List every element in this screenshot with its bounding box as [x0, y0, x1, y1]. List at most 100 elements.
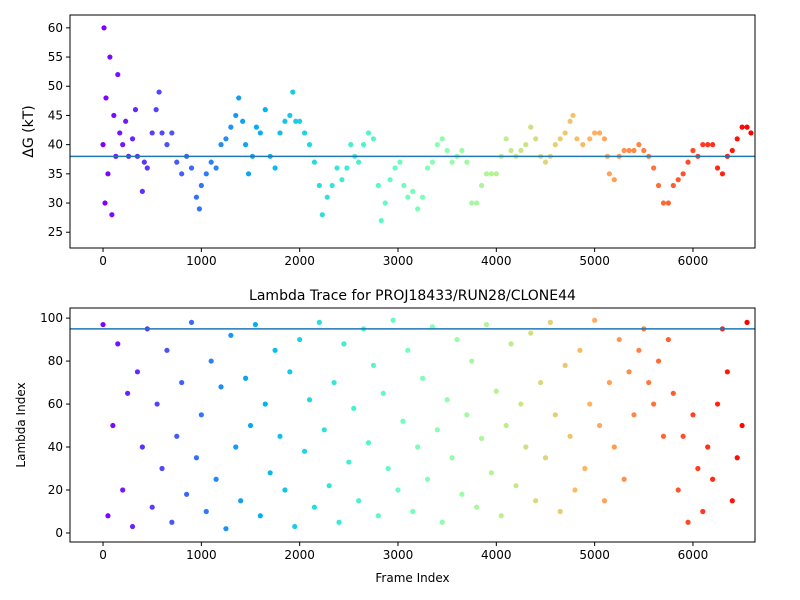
point	[660, 200, 667, 206]
point	[464, 159, 470, 165]
point	[601, 498, 608, 504]
point	[196, 206, 202, 212]
point	[405, 194, 411, 200]
point	[651, 401, 657, 407]
point	[680, 433, 686, 439]
point	[375, 513, 381, 519]
point	[596, 130, 603, 136]
point	[348, 142, 354, 148]
point	[102, 200, 108, 206]
point	[111, 112, 117, 119]
x-axis-label: Frame Index	[375, 571, 449, 585]
point	[169, 130, 175, 136]
point	[370, 136, 377, 142]
point	[103, 95, 109, 101]
point	[326, 483, 332, 489]
point	[110, 422, 116, 429]
point	[401, 182, 407, 189]
point	[655, 182, 662, 189]
point	[557, 136, 563, 142]
point	[193, 455, 200, 461]
point	[670, 182, 676, 189]
point	[198, 412, 204, 418]
point	[621, 476, 627, 482]
point	[208, 358, 214, 364]
point	[297, 336, 303, 343]
point	[572, 487, 578, 493]
point	[710, 142, 716, 148]
point	[101, 25, 107, 31]
point	[208, 159, 214, 165]
point	[439, 519, 445, 525]
y-tick-label: 35	[48, 167, 63, 181]
point	[316, 319, 322, 325]
point	[174, 433, 180, 439]
y-tick-label: 60	[48, 21, 63, 35]
y-axis-label: ΔG (kT)	[21, 105, 37, 157]
y-tick-label: 40	[48, 138, 63, 152]
point	[508, 147, 514, 154]
point	[710, 476, 716, 482]
point	[601, 136, 608, 142]
point	[311, 159, 318, 165]
point	[705, 142, 711, 148]
point	[341, 341, 347, 347]
point	[228, 124, 234, 130]
point	[636, 347, 642, 353]
point	[351, 405, 357, 411]
x-tick-label: 3000	[383, 254, 414, 268]
point	[125, 390, 131, 396]
point	[552, 142, 558, 148]
point	[134, 369, 141, 375]
point	[459, 491, 465, 497]
point	[410, 188, 416, 194]
point	[319, 212, 325, 218]
point	[390, 317, 396, 323]
point	[378, 217, 384, 224]
point	[120, 487, 126, 493]
point	[149, 504, 155, 510]
point	[665, 200, 671, 206]
point	[179, 171, 185, 177]
point	[675, 487, 681, 493]
point	[449, 455, 455, 461]
point	[277, 130, 283, 136]
point	[626, 369, 632, 375]
plot-area: 0 1000 2000 3000 4000 5000 6000 0 20 40 60 80 100 Lam…	[14, 288, 756, 585]
point	[245, 171, 252, 177]
point	[365, 130, 372, 136]
point	[203, 171, 209, 177]
point	[105, 513, 111, 519]
x-tick-label: 6000	[678, 548, 709, 562]
point	[415, 444, 421, 450]
point	[685, 519, 691, 525]
point	[621, 147, 627, 154]
point	[483, 171, 490, 177]
point	[483, 321, 490, 328]
point	[262, 107, 268, 113]
point	[651, 165, 657, 171]
point	[631, 147, 637, 154]
point	[100, 142, 106, 148]
point	[488, 470, 495, 476]
point	[587, 401, 593, 407]
point	[395, 487, 401, 493]
point	[528, 330, 534, 336]
x-tick-label: 4000	[481, 254, 512, 268]
point	[429, 159, 436, 165]
point	[444, 147, 450, 154]
point	[533, 136, 539, 142]
point	[636, 142, 642, 148]
point	[734, 136, 740, 142]
point	[419, 194, 426, 200]
point	[523, 142, 529, 148]
point	[518, 401, 524, 407]
point	[626, 147, 632, 154]
point	[424, 165, 431, 171]
point	[223, 136, 229, 142]
point	[115, 341, 121, 347]
point	[582, 465, 588, 472]
point	[744, 319, 750, 325]
point	[370, 362, 377, 368]
